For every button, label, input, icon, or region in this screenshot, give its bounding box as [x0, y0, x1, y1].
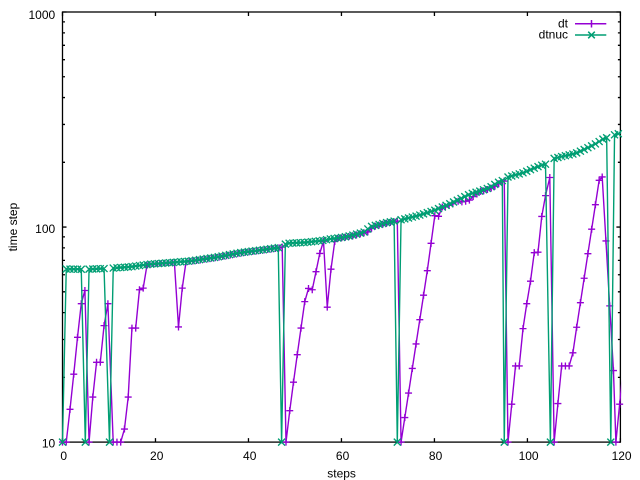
- svg-text:40: 40: [243, 449, 257, 463]
- svg-text:steps: steps: [327, 467, 356, 480]
- svg-text:dtnuc: dtnuc: [539, 28, 568, 42]
- svg-text:0: 0: [60, 449, 67, 463]
- svg-text:80: 80: [429, 449, 443, 463]
- svg-text:20: 20: [150, 449, 164, 463]
- svg-text:1000: 1000: [28, 8, 55, 22]
- svg-text:100: 100: [519, 449, 539, 463]
- svg-text:time step: time step: [6, 202, 20, 251]
- svg-text:120: 120: [612, 449, 632, 463]
- svg-text:60: 60: [336, 449, 350, 463]
- svg-text:10: 10: [42, 436, 56, 450]
- svg-text:100: 100: [35, 222, 55, 236]
- svg-text:dt: dt: [558, 17, 569, 31]
